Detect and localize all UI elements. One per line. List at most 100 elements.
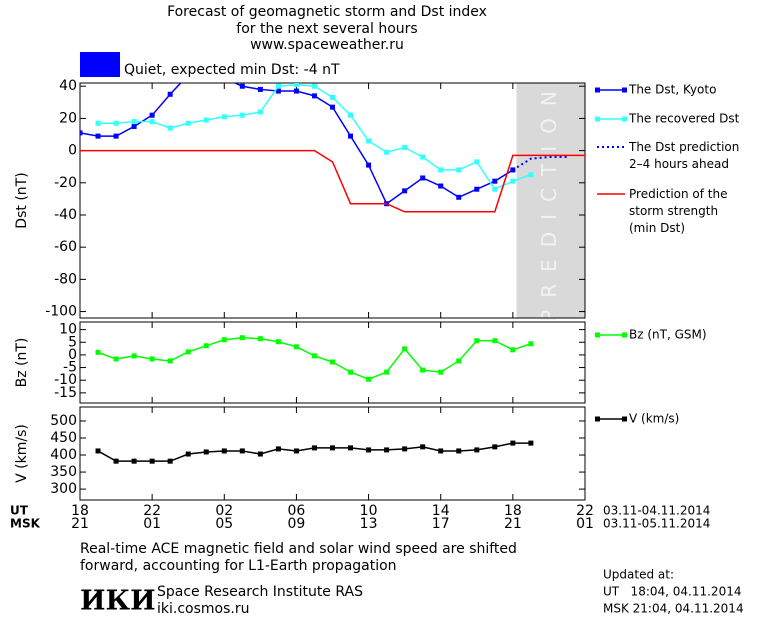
marker (95, 349, 101, 355)
marker (311, 353, 317, 359)
marker (330, 94, 335, 100)
marker (438, 183, 444, 189)
marker (131, 123, 137, 129)
ut-dates: 03.11-04.11.2014 (603, 504, 710, 518)
marker (131, 119, 137, 125)
marker (185, 120, 191, 126)
y-tick-label: 20 (59, 110, 77, 126)
y-tick-label: 450 (50, 430, 77, 446)
y-tick-label: -10 (54, 372, 77, 388)
prediction-annotation: PREDICTION (537, 79, 561, 322)
title-line: for the next several hours (236, 21, 417, 37)
marker (474, 186, 480, 192)
msk-tick-label: 21 (71, 516, 89, 532)
legend-marker (622, 87, 627, 93)
series-line (98, 83, 532, 191)
y-tick-label: 400 (50, 447, 77, 463)
marker (366, 447, 372, 453)
marker (131, 458, 137, 464)
note-line: forward, accounting for L1-Earth propaga… (80, 558, 397, 574)
marker (528, 341, 534, 347)
y-axis-label: V (km/s) (14, 424, 30, 483)
marker (402, 446, 408, 452)
ut-tick-label: 18 (504, 503, 522, 519)
marker (402, 144, 408, 150)
marker (510, 347, 516, 353)
series-line (80, 149, 585, 213)
legend-label: Prediction of the storm strength (min Dst) (629, 187, 728, 235)
msk-dates: 03.11-05.11.2014 (603, 517, 710, 531)
marker (167, 358, 173, 364)
marker (221, 448, 227, 454)
marker (293, 448, 299, 454)
marker (257, 86, 263, 92)
marker (330, 445, 335, 451)
marker (311, 83, 317, 89)
legend-marker (595, 116, 600, 122)
marker (239, 448, 245, 454)
y-tick-label: -100 (45, 304, 77, 320)
msk-tick-label: 01 (576, 516, 594, 532)
plot-frame (79, 321, 586, 404)
marker (492, 186, 498, 192)
marker (80, 130, 83, 136)
ut-tick-label: 06 (288, 503, 306, 519)
legend-label: The Dst, Kyoto (628, 83, 716, 97)
marker (492, 338, 498, 344)
marker (438, 167, 444, 173)
y-tick-label: 300 (50, 481, 77, 497)
marker (185, 451, 191, 457)
ut-name: UT (10, 504, 29, 518)
marker (348, 445, 354, 451)
marker (203, 449, 209, 455)
marker (330, 104, 335, 110)
legend-marker (595, 332, 600, 338)
y-tick-label: -60 (54, 239, 77, 255)
marker (438, 448, 444, 454)
msk-tick-label: 21 (504, 516, 522, 532)
y-tick-label: -5 (63, 360, 77, 376)
plot-frame (79, 82, 586, 319)
marker (239, 83, 245, 89)
marker (221, 337, 227, 343)
msk-tick-label: 13 (360, 516, 378, 532)
marker (402, 346, 408, 352)
y-axis-label: Bz (nT) (14, 338, 30, 388)
marker (456, 448, 462, 454)
marker (456, 358, 462, 364)
series-line (97, 336, 532, 381)
marker (95, 133, 101, 139)
marker (492, 444, 498, 450)
marker (402, 188, 408, 194)
marker (293, 88, 299, 94)
marker (384, 447, 390, 453)
marker (113, 133, 119, 139)
marker (420, 367, 426, 373)
plot-frame (79, 406, 586, 501)
marker (257, 451, 263, 457)
updated-line: MSK 21:04, 04.11.2014 (603, 602, 744, 616)
marker (420, 444, 426, 450)
msk-tick-label: 09 (288, 516, 306, 532)
marker (474, 447, 480, 453)
y-axis-label: Dst (nT) (14, 172, 30, 228)
marker (203, 117, 209, 123)
y-tick-label: 0 (68, 347, 77, 363)
legend-label: V (km/s) (629, 412, 679, 426)
y-tick-label: 40 (59, 78, 77, 94)
prediction-region (516, 83, 585, 318)
marker (149, 119, 155, 125)
marker (348, 112, 354, 118)
y-tick-label: -80 (54, 271, 77, 287)
marker (167, 125, 173, 131)
marker (275, 446, 281, 452)
series-group (95, 335, 534, 382)
marker (366, 162, 372, 168)
y-tick-label: 500 (50, 413, 77, 429)
legend-label: The Dst prediction 2–4 hours ahead (628, 140, 739, 171)
marker (311, 93, 317, 99)
marker (420, 175, 426, 181)
marker (420, 154, 426, 160)
title-line: Forecast of geomagnetic storm and Dst in… (167, 4, 487, 20)
